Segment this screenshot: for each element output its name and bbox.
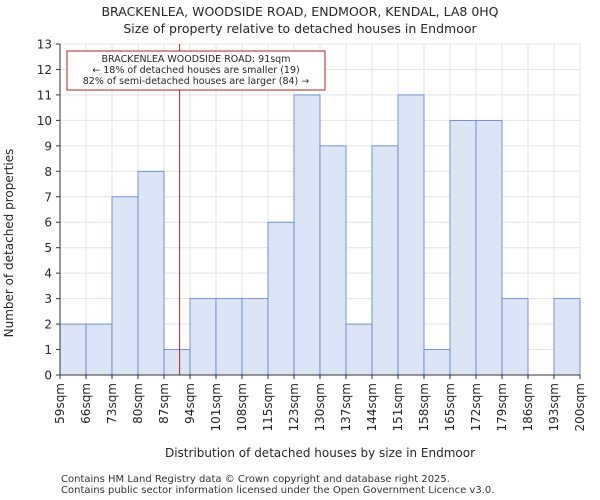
y-tick-label-4: 4: [44, 267, 52, 281]
annotation-line-1: BRACKENLEA WOODSIDE ROAD: 91sqm: [102, 54, 291, 65]
y-tick-label-3: 3: [44, 292, 52, 306]
y-tick-label-0: 0: [44, 369, 52, 383]
x-tick-label-193sqm: 193sqm: [547, 383, 561, 431]
x-tick-label-59sqm: 59sqm: [53, 383, 67, 424]
x-tick-label-144sqm: 144sqm: [365, 383, 379, 431]
annotation-border: [66, 50, 326, 91]
y-tick-label-13: 13: [37, 38, 52, 52]
bar-151sqm: [397, 94, 425, 376]
bar-80sqm: [137, 170, 165, 376]
bar-193sqm: [553, 298, 581, 376]
bar-137sqm: [345, 323, 373, 376]
x-tick-label-73sqm: 73sqm: [105, 383, 119, 424]
bar-101sqm: [215, 298, 243, 376]
bar-87sqm: [163, 349, 191, 376]
x-tick-label-123sqm: 123sqm: [287, 383, 301, 431]
bar-108sqm: [241, 298, 269, 376]
y-tick-label-9: 9: [44, 139, 52, 153]
bar-144sqm: [371, 145, 399, 376]
bar-179sqm: [501, 298, 529, 376]
bar-94sqm: [189, 298, 217, 376]
annotation-line-3: 82% of semi-detached houses are larger (…: [83, 76, 310, 87]
bar-123sqm: [293, 94, 321, 376]
bar-165sqm: [449, 119, 477, 376]
bar-158sqm: [423, 349, 451, 376]
x-tick-label-108sqm: 108sqm: [235, 383, 249, 431]
x-axis: 59sqm 66sqm 73sqm 80sqm 87sqm 94sqm 101sqm 108s…: [53, 374, 587, 431]
bar-59sqm: [59, 323, 87, 376]
x-tick-label-130sqm: 130sqm: [313, 383, 327, 431]
x-axis-label: Distribution of detached houses by size …: [165, 446, 475, 460]
y-tick-label-8: 8: [44, 165, 52, 179]
y-axis-label: Number of detached properties: [2, 149, 16, 338]
bar-130sqm: [319, 145, 347, 376]
y-tick-label-6: 6: [44, 216, 52, 230]
x-tick-label-94sqm: 94sqm: [183, 383, 197, 424]
y-tick-label-11: 11: [37, 88, 52, 102]
y-tick-label-12: 12: [37, 63, 52, 77]
x-tick-label-80sqm: 80sqm: [131, 383, 145, 424]
footer-line-2: Contains public sector information licen…: [61, 485, 495, 496]
x-tick-label-87sqm: 87sqm: [157, 383, 171, 424]
x-tick-label-137sqm: 137sqm: [339, 383, 353, 431]
bar-115sqm: [267, 221, 295, 376]
annotation-box: BRACKENLEA WOODSIDE ROAD: 91sqm ← 18% of…: [66, 50, 326, 91]
footer-line-1: Contains HM Land Registry data © Crown c…: [61, 474, 450, 485]
chart-title: BRACKENLEA, WOODSIDE ROAD, ENDMOOR, KEND…: [101, 4, 499, 19]
y-tick-label-10: 10: [37, 114, 52, 128]
x-tick-label-172sqm: 172sqm: [469, 383, 483, 431]
x-tick-label-186sqm: 186sqm: [521, 383, 535, 431]
x-tick-label-158sqm: 158sqm: [417, 383, 431, 431]
x-tick-label-165sqm: 165sqm: [443, 383, 457, 431]
x-tick-label-179sqm: 179sqm: [495, 383, 509, 431]
chart-subtitle: Size of property relative to detached ho…: [123, 21, 477, 36]
annotation-line-2: ← 18% of detached houses are smaller (19…: [92, 65, 299, 76]
x-tick-label-66sqm: 66sqm: [79, 383, 93, 424]
y-tick-label-2: 2: [44, 318, 52, 332]
x-tick-label-101sqm: 101sqm: [209, 383, 223, 431]
x-tick-label-151sqm: 151sqm: [391, 383, 405, 431]
bar-73sqm: [111, 196, 139, 376]
y-tick-label-1: 1: [44, 343, 52, 357]
x-tick-label-115sqm: 115sqm: [261, 383, 275, 431]
x-tick-label-200sqm: 200sqm: [573, 383, 587, 431]
y-tick-label-5: 5: [44, 241, 52, 255]
bar-172sqm: [475, 119, 503, 376]
y-tick-label-7: 7: [44, 190, 52, 204]
bar-66sqm: [85, 323, 113, 376]
